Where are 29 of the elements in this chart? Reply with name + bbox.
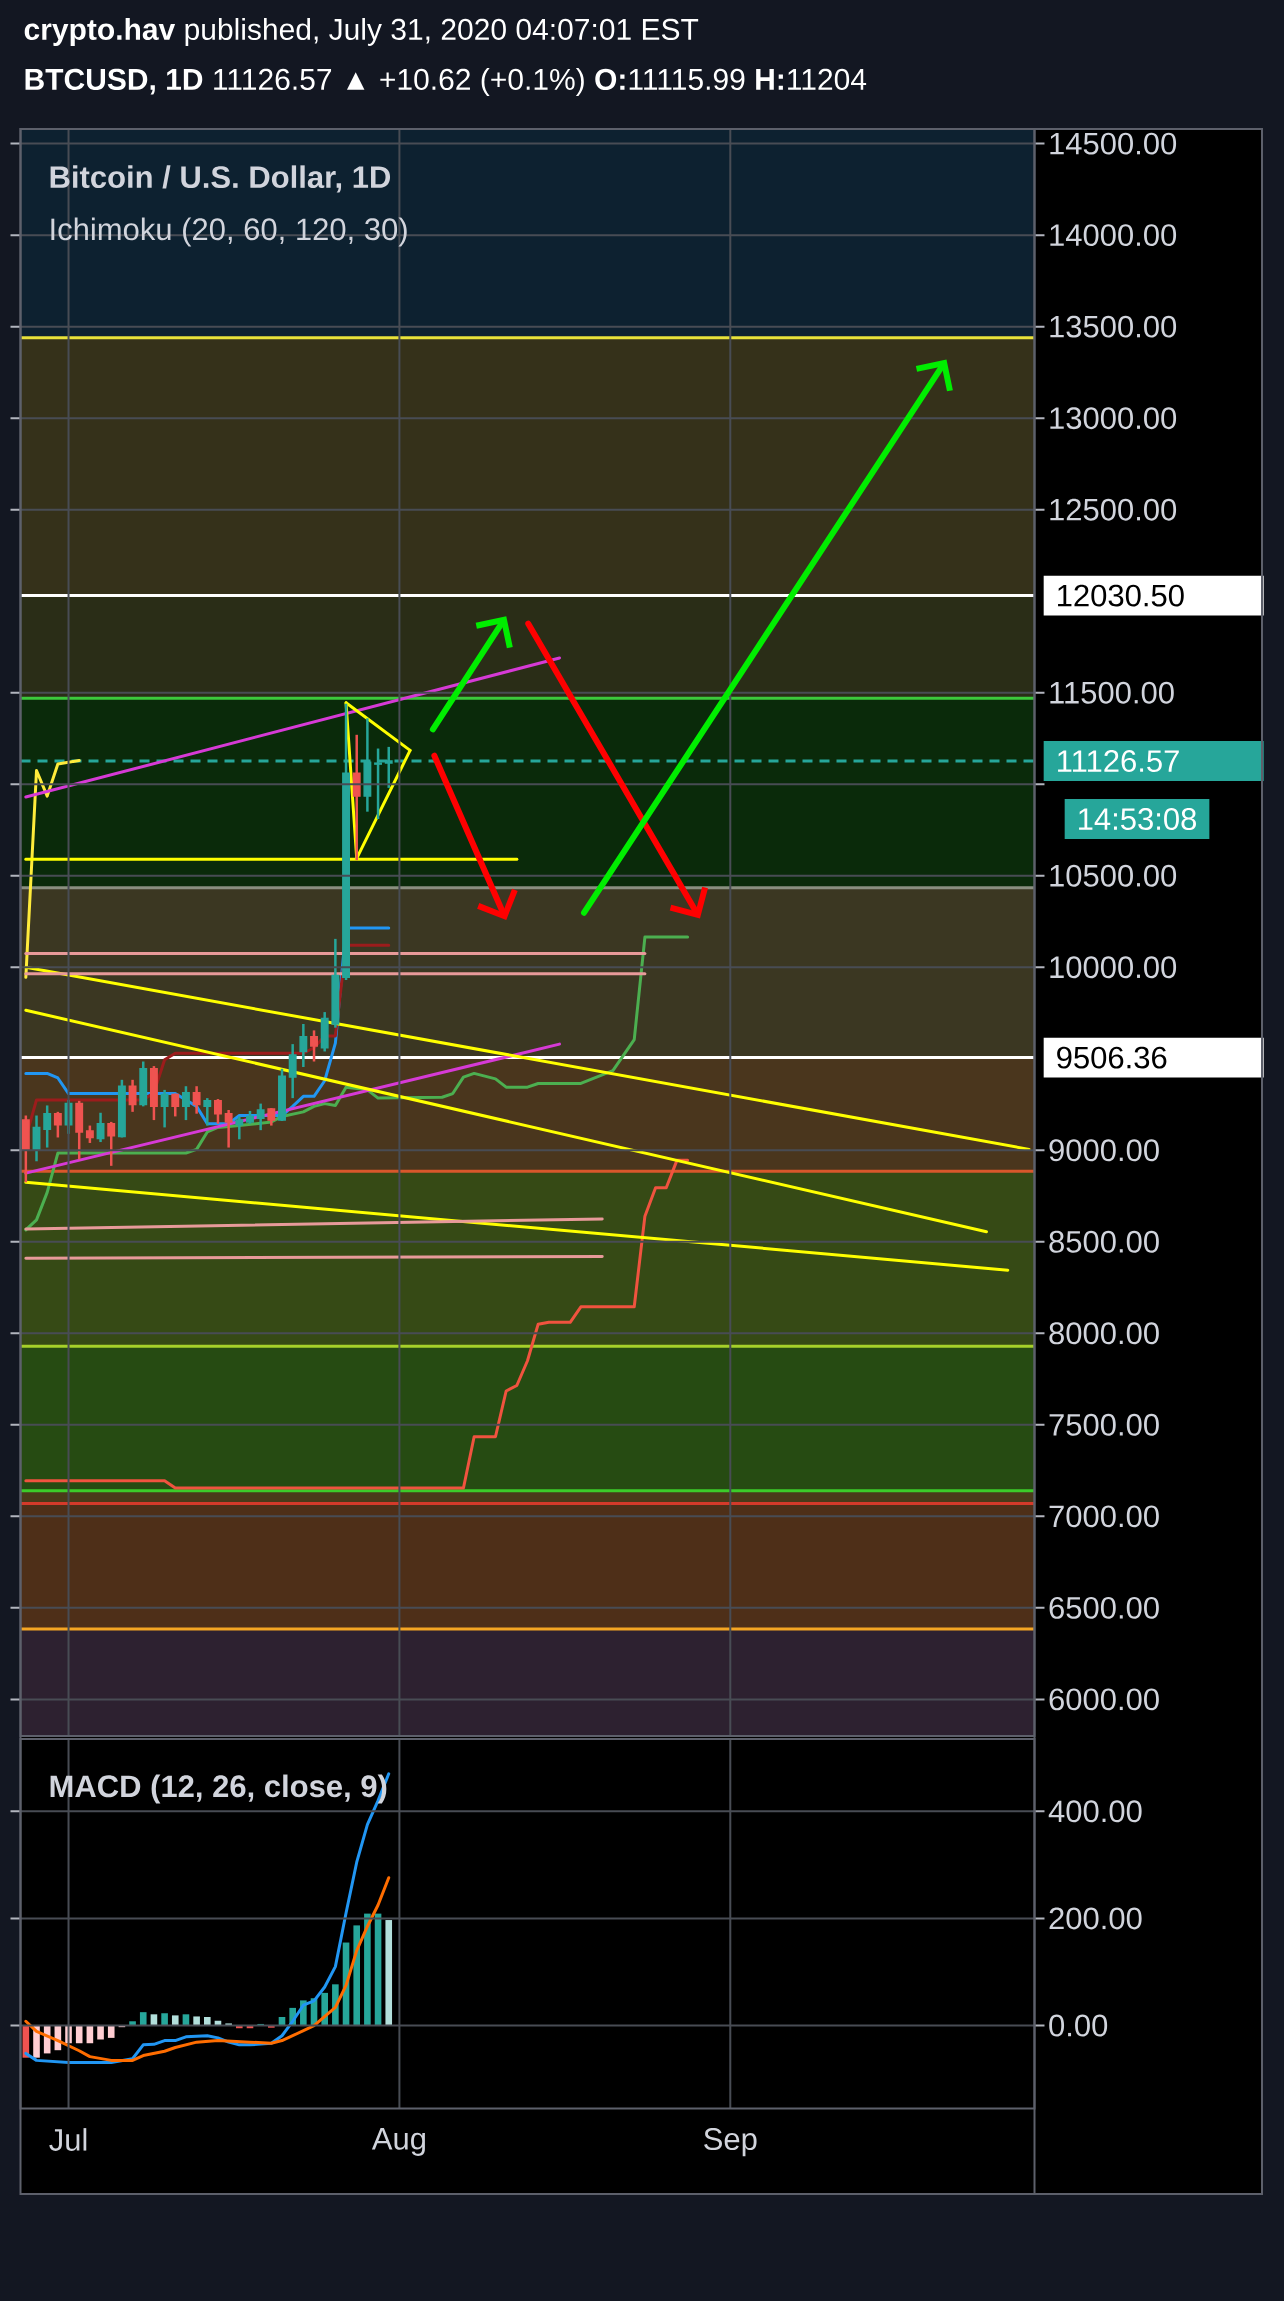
y-tick-label: 13500.00 [1050, 315, 1177, 338]
ref-line-label: 9506.36 [1057, 1046, 1167, 1069]
y-tick-label: 10000.00 [1050, 956, 1177, 979]
y-tick-label: 14000.00 [1050, 224, 1177, 247]
text: Bitcoin / U.S. Dollar, 1D [50, 165, 391, 193]
text: crypto.hav published, July 31, 2020 04:07:01 EST [24, 18, 699, 46]
x-tick-label: Jul [49, 2128, 87, 2151]
text: Ichimoku (20, 60, 120, 30) [51, 217, 407, 247]
y-tick-label: 13000.00 [1050, 407, 1177, 430]
x-tick-label: Sep [704, 2128, 757, 2157]
y-tick-label: 10500.00 [1050, 864, 1177, 887]
y-tick-label: 8000.00 [1049, 1322, 1159, 1345]
y-tick-label: 7000.00 [1049, 1505, 1159, 1528]
y-tick-label: 12500.00 [1050, 498, 1177, 521]
x-tick-label: Aug [371, 2128, 425, 2156]
ref-line-label: 12030.50 [1058, 584, 1184, 607]
y-tick-label: 7500.00 [1049, 1413, 1159, 1436]
y-tick-label: 14500.00 [1050, 132, 1177, 155]
y-tick-label: 9000.00 [1049, 1139, 1159, 1162]
y-tick-label: 6500.00 [1049, 1596, 1159, 1619]
y-tick-label: 0.00 [1049, 2014, 1108, 2037]
y-tick-label: 6000.00 [1049, 1688, 1159, 1711]
y-tick-label: 400.00 [1048, 1800, 1142, 1823]
y-tick-label: 200.00 [1049, 1907, 1142, 1930]
y-tick-label: 11500.00 [1050, 681, 1174, 704]
text: BTCUSD, 1D 11126.57 ▲ +10.62 (+0.1%) O:11115.99 H:11204 [25, 68, 867, 96]
ref-line-label: 11126.57 [1058, 750, 1179, 773]
text: 14:53:08 [1079, 808, 1197, 831]
y-tick-label: 8500.00 [1049, 1230, 1159, 1253]
